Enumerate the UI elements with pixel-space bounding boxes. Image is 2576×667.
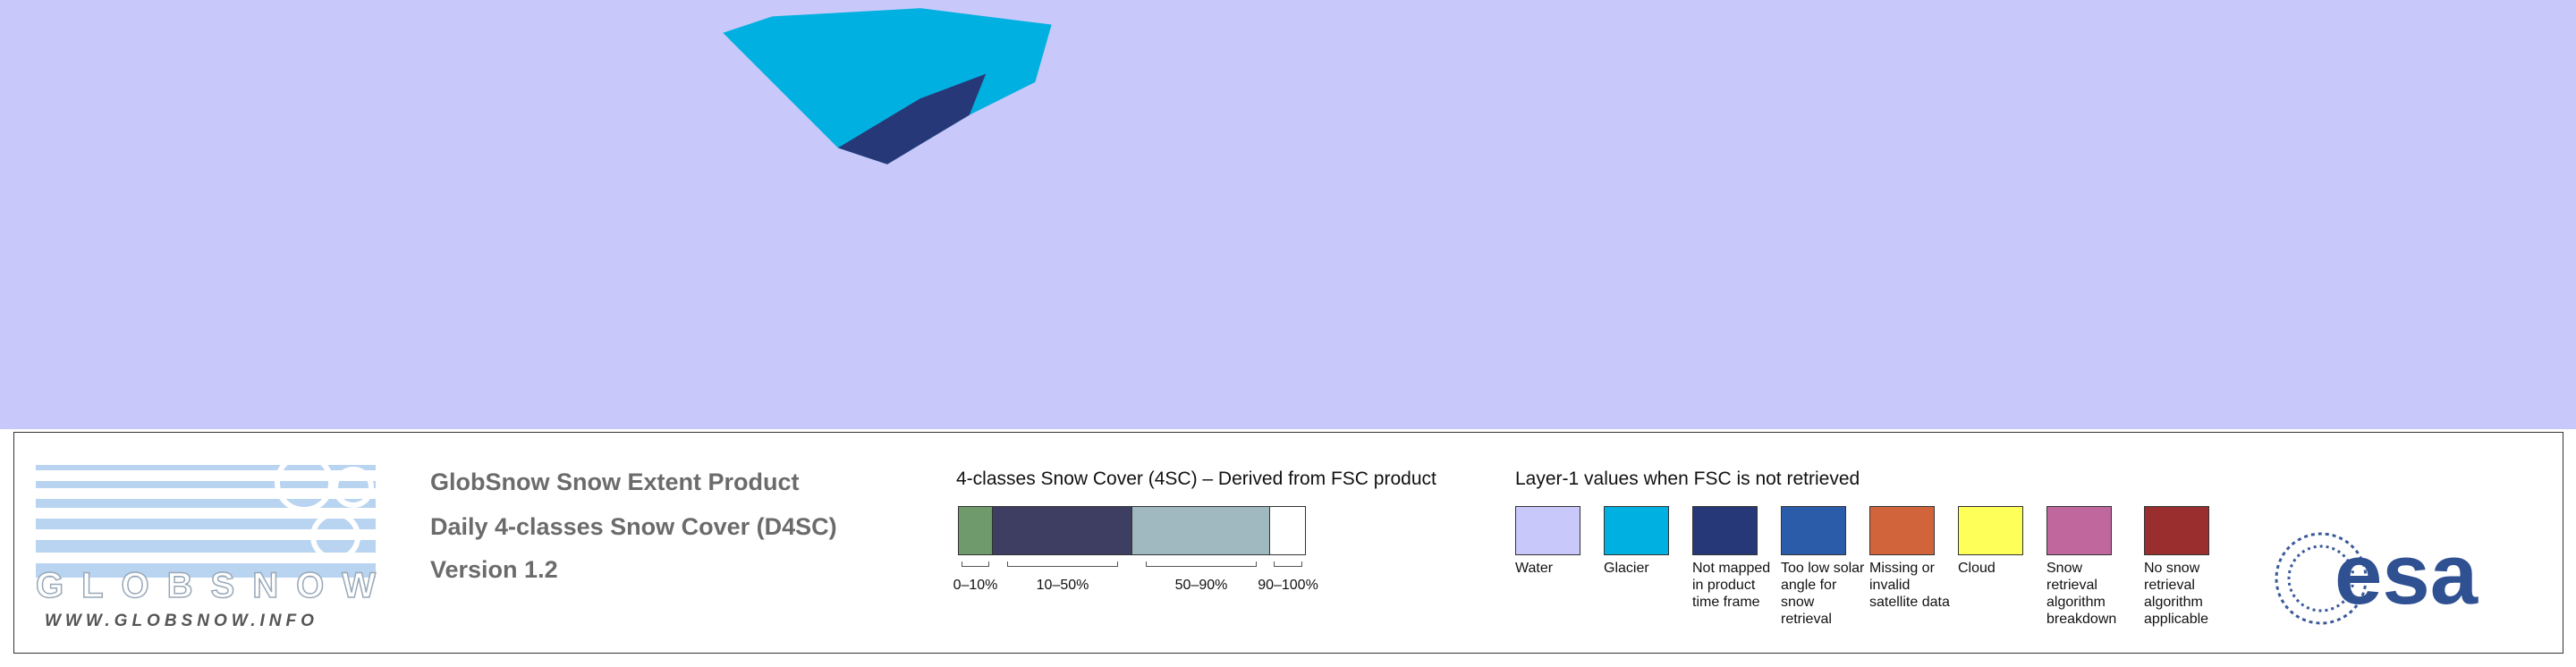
legend-swatch	[1869, 506, 1935, 555]
scale-label: 50–90%	[1174, 578, 1228, 593]
bracket	[1006, 561, 1119, 567]
legend-label: Not mapped in product time frame	[1692, 561, 1771, 610]
legend-panel	[13, 432, 2563, 654]
scale-class	[958, 506, 993, 555]
legend-swatch	[1958, 506, 2023, 555]
scale-class	[1132, 506, 1270, 555]
legend-label: Too low solar angle for snow retrieval	[1781, 561, 1865, 627]
legend-label: Missing or invalid satellite data	[1869, 561, 1950, 610]
legend-label: Glacier	[1604, 561, 1649, 576]
legend-label: Snow retrieval algorithm breakdown	[2046, 561, 2117, 627]
ocean	[0, 0, 2576, 429]
legend-swatch	[2046, 506, 2112, 555]
legend-swatch	[2144, 506, 2209, 555]
logo-url: WWW.GLOBSNOW.INFO	[45, 612, 318, 630]
esa-text: esa	[2334, 527, 2479, 622]
legend-label: Cloud	[1958, 561, 1996, 576]
scale-class	[1270, 506, 1306, 555]
snow-map	[0, 0, 2576, 429]
legend-label: Water	[1515, 561, 1554, 576]
land-masses	[723, 8, 1052, 165]
globsnow-logo: GLOBSNOW WWW.GLOBSNOW.INFO	[36, 453, 377, 630]
scale-class	[993, 506, 1132, 555]
legend-swatch	[1692, 506, 1758, 555]
scale-label: 90–100%	[1258, 578, 1318, 593]
esa-logo: esa	[2275, 527, 2479, 625]
product-line: GlobSnow Snow Extent Product	[430, 469, 800, 495]
product-line: Version 1.2	[430, 556, 558, 583]
scale-label: 10–50%	[1036, 578, 1089, 593]
legend-swatch	[1515, 506, 1580, 555]
scale-label: 0–10%	[953, 578, 998, 593]
bracket	[1146, 561, 1257, 567]
legend-label: No snow retrieval algorithm applicable	[2144, 561, 2209, 627]
scale-title: 4-classes Snow Cover (4SC) – Derived fro…	[956, 469, 1436, 489]
bracket	[1274, 561, 1302, 567]
product-line: Daily 4-classes Snow Cover (D4SC)	[430, 513, 837, 540]
legend-swatch	[1781, 506, 1846, 555]
bracket	[961, 561, 990, 567]
legend-swatch	[1604, 506, 1669, 555]
layer1-title: Layer-1 values when FSC is not retrieved	[1515, 469, 1860, 489]
